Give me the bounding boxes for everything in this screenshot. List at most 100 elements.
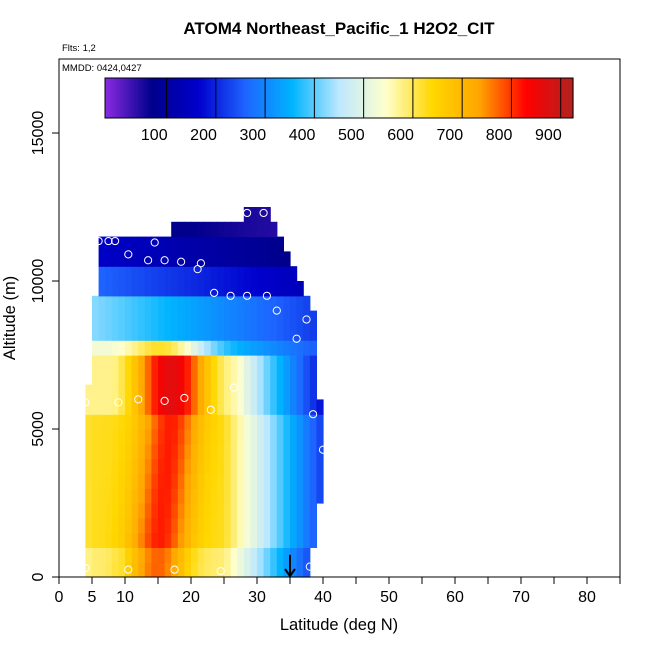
heatmap-cell [118, 236, 126, 252]
heatmap-cell [263, 221, 271, 238]
heatmap-cell [230, 517, 238, 534]
heatmap-cell [263, 384, 271, 400]
heatmap-cell [210, 251, 218, 267]
heatmap-cell [224, 384, 232, 400]
heatmap-cell [197, 443, 205, 460]
heatmap-cell [118, 399, 126, 415]
colorbar-segment [213, 78, 217, 118]
colorbar-segment [412, 78, 416, 118]
heatmap-cell [224, 221, 232, 238]
heatmap-cell [237, 251, 245, 267]
heatmap-cell [125, 458, 133, 474]
heatmap-cell [92, 295, 100, 312]
heatmap-cell [164, 236, 172, 252]
colorbar-segment [343, 78, 347, 118]
heatmap-cell [217, 414, 225, 430]
heatmap-cell [230, 562, 238, 578]
heatmap-cell [151, 295, 159, 312]
colorbar-segment [238, 78, 242, 118]
heatmap-cell [164, 429, 172, 445]
heatmap-cell [138, 458, 146, 474]
colorbar-segment [178, 78, 182, 118]
heatmap-cell [230, 443, 238, 460]
heatmap-cell [138, 532, 146, 548]
observation-point [302, 315, 311, 324]
heatmap-cell [230, 355, 238, 371]
heatmap-cell [230, 458, 238, 474]
heatmap-cell [263, 325, 271, 341]
heatmap-cell [217, 340, 225, 356]
colorbar-segment [132, 78, 136, 118]
heatmap-cell [164, 310, 172, 326]
heatmap-cell [138, 562, 146, 578]
heatmap-cell [138, 355, 146, 371]
colorbar-segment [504, 78, 508, 118]
heatmap-cell [283, 369, 291, 386]
heatmap-cell [151, 281, 159, 297]
colorbar-segment [309, 78, 313, 118]
heatmap-cell [92, 429, 100, 445]
colorbar-tick-label: 800 [486, 127, 513, 144]
colorbar-segment [196, 78, 200, 118]
heatmap-cell [98, 340, 106, 356]
colorbar-segment [122, 78, 126, 118]
colorbar-segment [260, 78, 264, 118]
colorbar-segment [390, 78, 394, 118]
heatmap-cell [290, 355, 298, 371]
heatmap-cell [191, 429, 199, 445]
heatmap-cell [191, 384, 199, 400]
heatmap-cell [158, 281, 166, 297]
heatmap-cell [309, 503, 317, 519]
colorbar-segment [164, 78, 168, 118]
heatmap-cell [158, 266, 166, 282]
heatmap-cell [111, 488, 119, 504]
heatmap-cell [303, 369, 311, 386]
heatmap-cell [164, 369, 172, 386]
heatmap-cell [309, 473, 317, 489]
heatmap-cell [283, 295, 291, 312]
heatmap-cell [111, 443, 119, 460]
colorbar-segment [415, 78, 419, 118]
colorbar-segment [156, 78, 160, 118]
heatmap-cell [118, 251, 126, 267]
colorbar-segment [146, 78, 150, 118]
heatmap-cell [98, 295, 106, 312]
heatmap-cell [263, 517, 271, 534]
heatmap-cell [224, 236, 232, 252]
heatmap-cell [171, 429, 179, 445]
heatmap-cell [92, 399, 100, 415]
heatmap-cell [237, 369, 245, 386]
heatmap-cell [257, 325, 265, 341]
colorbar-segment [449, 78, 453, 118]
heatmap-cell [111, 429, 119, 445]
heatmap-cell [105, 458, 113, 474]
heatmap-cell [283, 473, 291, 489]
heatmap-cell [243, 473, 251, 489]
colorbar-segment [568, 78, 572, 118]
heatmap-cell [151, 251, 159, 267]
heatmap-cell [105, 295, 113, 312]
heatmap-cell [210, 355, 218, 371]
heatmap-cell [184, 281, 192, 297]
heatmap-cell [276, 517, 284, 534]
heatmap-cell [230, 266, 238, 282]
heatmap-cell [270, 399, 278, 415]
heatmap-cell [184, 310, 192, 326]
heatmap-cell [309, 325, 317, 341]
heatmap-cell [250, 547, 258, 563]
observation-point [305, 562, 314, 571]
heatmap-cell [92, 443, 100, 460]
colorbar-segment [331, 78, 335, 118]
heatmap-cell [144, 473, 152, 489]
heatmap-cell [257, 517, 265, 534]
heatmap-cell [303, 355, 311, 371]
heatmap-cell [177, 236, 185, 252]
colorbar-segment [405, 78, 409, 118]
heatmap-cell [118, 325, 126, 341]
heatmap-cell [118, 503, 126, 519]
colorbar-segment [393, 78, 397, 118]
heatmap-cell [158, 369, 166, 386]
heatmap-cell [177, 547, 185, 563]
heatmap-cell [125, 310, 133, 326]
heatmap-cell [118, 340, 126, 356]
